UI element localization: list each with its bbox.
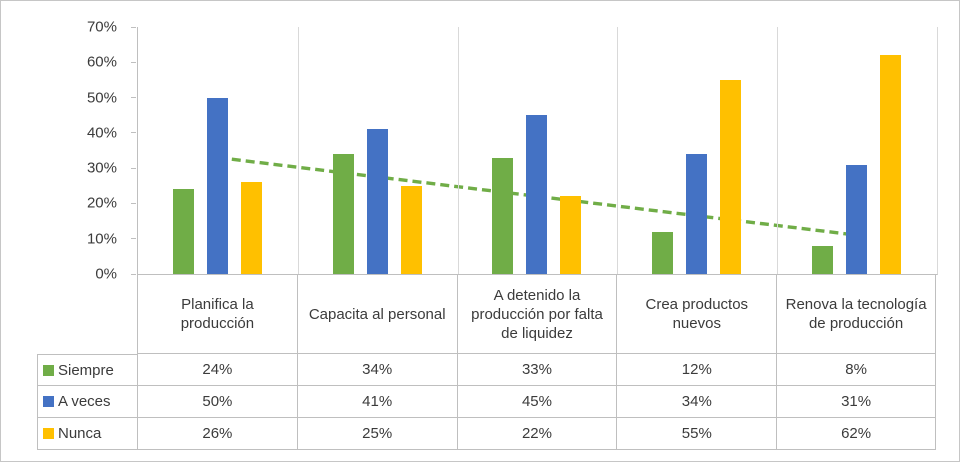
y-axis-label: 50% [86, 89, 117, 107]
y-axis-label: 30% [86, 159, 117, 177]
bar-nunca-cat1 [240, 182, 262, 274]
category-label-cell: Crea productos nuevos [616, 275, 777, 354]
y-axis-tick [131, 238, 136, 240]
category-slot [298, 27, 458, 274]
legend-swatch-icon [43, 428, 54, 439]
value-cell-siempre-cat2: 34% [296, 354, 457, 386]
bar-siempre-cat2 [332, 154, 354, 274]
category-slot [617, 27, 777, 274]
value-cell-nunca-cat3: 22% [456, 418, 617, 450]
table-corner-empty [37, 275, 137, 354]
value-cell-a-veces-cat4: 34% [616, 386, 777, 418]
bar-siempre-cat3 [492, 157, 514, 274]
bar-nunca-cat3 [560, 196, 582, 274]
value-cell-nunca-cat1: 26% [137, 418, 297, 450]
y-axis-tick [131, 202, 136, 204]
y-axis-tick [131, 61, 136, 63]
value-cell-nunca-cat2: 25% [296, 418, 457, 450]
plot-area [137, 27, 938, 275]
bar-a-veces-cat1 [206, 97, 228, 274]
y-axis-tick [131, 132, 136, 134]
bar-siempre-cat4 [652, 231, 674, 274]
bar-a-veces-cat3 [526, 115, 548, 274]
category-gridline [617, 27, 619, 274]
bar-a-veces-cat5 [846, 164, 868, 274]
y-axis-label: 40% [86, 124, 117, 142]
legend-swatch-icon [43, 396, 54, 407]
category-label-cell: Planifica la producción [137, 275, 297, 354]
data-table: Planifica la producción Capacita al perso… [37, 275, 936, 450]
y-axis-label: 60% [86, 53, 117, 71]
category-label-cell: A detenido la producción por falta de li… [456, 275, 617, 354]
value-cell-a-veces-cat2: 41% [296, 386, 457, 418]
category-gridline [457, 27, 459, 274]
value-cell-nunca-cat4: 55% [616, 418, 777, 450]
bar-a-veces-cat2 [366, 129, 388, 274]
value-cell-a-veces-cat3: 45% [456, 386, 617, 418]
category-label-cell: Capacita al personal [296, 275, 457, 354]
legend-swatch-icon [43, 364, 54, 376]
category-slot [777, 27, 937, 274]
bar-siempre-cat5 [812, 245, 834, 274]
category-slot [458, 27, 618, 274]
legend-series-label: Siempre [58, 361, 114, 379]
legend-cell: A veces [37, 386, 137, 418]
value-cell-a-veces-cat1: 50% [137, 386, 297, 418]
category-gridline [777, 27, 779, 274]
category-gridline [297, 27, 299, 274]
y-axis-tick [131, 26, 136, 28]
y-axis: 0% 10% 20% 30% 40% 50% 60% 70% [1, 19, 137, 283]
y-axis-tick [131, 97, 136, 99]
y-axis-label: 70% [86, 18, 117, 36]
category-slot [138, 27, 298, 274]
legend-cell: Nunca [37, 418, 137, 450]
value-cell-a-veces-cat5: 31% [776, 386, 936, 418]
legend-series-label: Nunca [58, 425, 102, 442]
bar-nunca-cat2 [400, 185, 422, 274]
y-axis-tick [131, 273, 136, 275]
y-axis-label: 0% [95, 265, 117, 283]
y-axis-label: 20% [86, 194, 117, 212]
bar-nunca-cat5 [880, 55, 902, 274]
bar-a-veces-cat4 [686, 154, 708, 274]
value-cell-siempre-cat5: 8% [776, 354, 936, 386]
y-axis-tick [131, 167, 136, 169]
legend-cell: Siempre [37, 354, 137, 386]
value-cell-nunca-cat5: 62% [776, 418, 936, 450]
bar-siempre-cat1 [172, 189, 194, 274]
bar-nunca-cat4 [720, 79, 742, 274]
value-cell-siempre-cat3: 33% [456, 354, 617, 386]
category-label-cell: Renova la tecnología de producción [776, 275, 936, 354]
legend-series-label: A veces [58, 393, 111, 410]
value-cell-siempre-cat1: 24% [137, 354, 297, 386]
y-axis-label: 10% [86, 230, 117, 248]
value-cell-siempre-cat4: 12% [616, 354, 777, 386]
